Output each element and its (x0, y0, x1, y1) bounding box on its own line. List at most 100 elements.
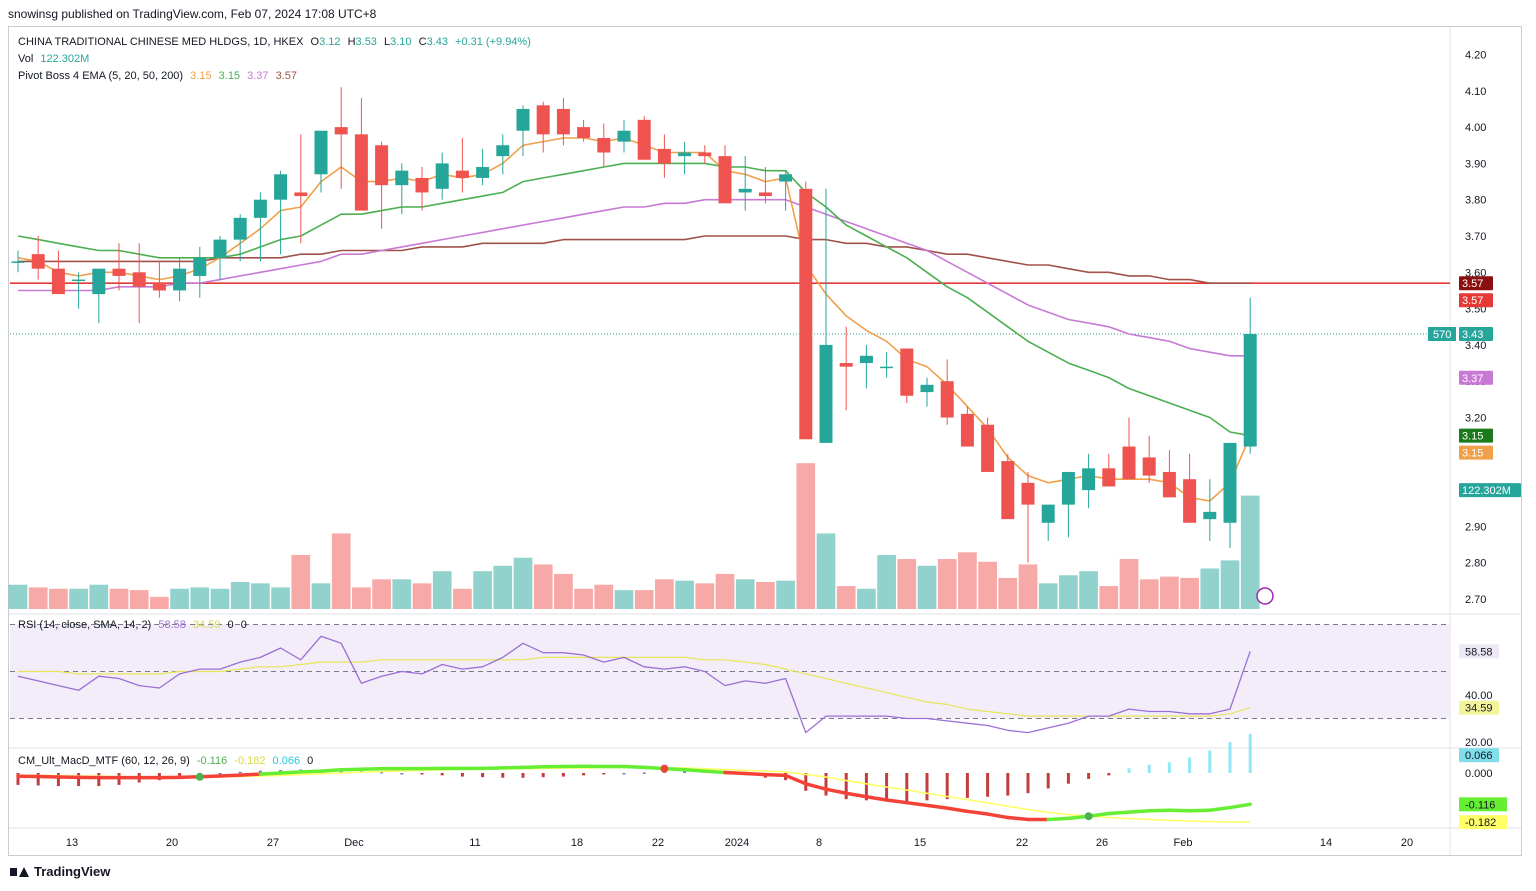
volume-bar (1059, 575, 1078, 609)
macd-line-segment (945, 806, 970, 814)
candle-body (758, 192, 772, 197)
volume-bar (109, 588, 129, 609)
macd-histogram-bar (339, 770, 343, 773)
low-label: L (384, 36, 391, 48)
time-axis-label: 2024 (725, 837, 749, 849)
macd-histogram-bar (1208, 750, 1212, 773)
macd-line-segment (763, 772, 788, 778)
macd-histogram-bar (1026, 773, 1030, 794)
candle-body (92, 268, 106, 295)
macd-line-segment (299, 769, 323, 774)
price-tick-label: 2.80 (1465, 558, 1486, 570)
macd-line-segment (905, 800, 929, 808)
candle-body (213, 239, 227, 258)
macd-histogram-bar (541, 773, 545, 778)
ema20-line (17, 162, 1251, 437)
time-axis-label: 18 (571, 837, 583, 849)
volume-bar (634, 590, 654, 609)
candle-body (455, 170, 469, 178)
macd-histogram-bar (1248, 733, 1252, 773)
volume-bar (533, 564, 553, 609)
macd-line-segment (682, 768, 707, 773)
candle-body (233, 217, 247, 240)
price-tick-label: 3.20 (1465, 413, 1486, 425)
candle-body (859, 355, 873, 364)
volume-bar (978, 561, 997, 609)
price-tick-label: 4.10 (1465, 86, 1486, 98)
rsi-badge: 58.58 (1465, 646, 1493, 658)
macd-histogram-bar (1167, 762, 1171, 773)
rsi-ma-value: 34.59 (192, 619, 221, 631)
macd-line-segment (521, 765, 545, 770)
ema-legend: Pivot Boss 4 EMA (5, 20, 50, 200) 3.15 3… (18, 70, 301, 82)
volume-bar (1160, 576, 1179, 609)
macd-line-segment (1107, 810, 1131, 816)
volume-bar (655, 579, 674, 609)
candle-body (839, 363, 853, 367)
volume-bar (1220, 560, 1240, 609)
volume-label: Vol (18, 53, 34, 65)
candle-body (112, 268, 126, 276)
volume-bar (28, 587, 48, 609)
macd-histogram-bar (642, 772, 646, 774)
volume-bar (89, 584, 109, 609)
volume-bar (1099, 586, 1119, 609)
macd-histogram-bar (965, 773, 969, 798)
candle-body (1102, 468, 1116, 487)
macd-histogram-bar (1046, 773, 1050, 789)
candle-body (981, 424, 995, 472)
candle-body (415, 177, 429, 193)
macd-histogram-bar (1188, 757, 1192, 773)
macd-line-segment (703, 769, 727, 775)
candle-body (1183, 479, 1197, 523)
volume-bar (816, 533, 836, 609)
macd-line-segment (1006, 815, 1030, 822)
macd-histogram-bar (501, 773, 505, 778)
macd-histogram-bar (1127, 768, 1131, 773)
volume-bar (1018, 564, 1038, 609)
rsi-tick-label: 20.00 (1465, 737, 1493, 749)
rsi-legend: RSI (14, close, SMA, 14, 2) 58.58 34.59 … (18, 619, 251, 631)
volume-bar (675, 580, 694, 609)
volume-bar (271, 587, 290, 609)
candle-body (1122, 446, 1136, 480)
countdown-badge: 570 (1433, 329, 1451, 341)
macd-value: -0.116 (196, 755, 228, 767)
time-axis-label: 26 (1096, 837, 1108, 849)
open-value: 3.12 (319, 36, 341, 48)
macd-line-segment (783, 773, 808, 786)
volume-bar (554, 573, 573, 609)
macd-histogram-bar (844, 773, 848, 800)
macd-histogram-bar (824, 773, 828, 796)
candle-body (1162, 471, 1176, 498)
candle-body (435, 163, 449, 189)
volume-bar (958, 552, 977, 609)
volume-bar (1119, 559, 1139, 609)
volume-bar (291, 555, 311, 609)
candle-body (678, 152, 692, 157)
macd-hist-badge-bg (1459, 748, 1499, 763)
volume-bar (1038, 583, 1058, 609)
rsi-value: 58.58 (158, 619, 186, 631)
candle-body (637, 119, 651, 160)
macd-histogram-bar (380, 771, 384, 774)
ema200-value: 3.57 (275, 70, 298, 82)
volume-bar (230, 582, 250, 609)
candle-body (698, 152, 712, 157)
candle-body (496, 145, 510, 157)
volume-bar (392, 579, 412, 609)
candle-body (880, 366, 894, 369)
volume-bar (594, 584, 614, 609)
macd-line-segment (864, 795, 889, 802)
volume-bar (937, 559, 957, 609)
price-badge-bg (1459, 428, 1493, 443)
volume-bar (352, 587, 371, 609)
chart-frame (8, 26, 1522, 856)
volume-bar (756, 582, 775, 609)
macd-histogram-bar (1147, 764, 1151, 773)
tradingview-brand[interactable]: TradingView (10, 864, 110, 879)
candle-body (11, 261, 25, 263)
macd-histogram-bar (77, 773, 81, 787)
macd-cross-dot (195, 772, 204, 781)
